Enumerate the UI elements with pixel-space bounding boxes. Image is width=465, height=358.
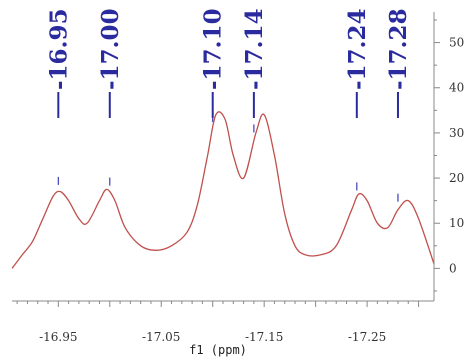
y-axis: 0 10 20 30 40 50: [433, 12, 464, 301]
x-axis-title: f1 (ppm): [189, 343, 247, 357]
peak-labels: -16.95 -17.00 -17.10 -17.14 -17.24 -17.28: [45, 8, 412, 202]
peak-label: -17.14: [241, 8, 268, 90]
y-tick-label: 50: [449, 36, 464, 50]
x-tick-label: -17.15: [245, 330, 283, 344]
y-tick-label: 10: [449, 216, 464, 230]
y-tick-label: 30: [449, 126, 464, 140]
x-tick-label: -17.25: [348, 330, 386, 344]
spectrum-curve: [11, 111, 435, 269]
peak-label: -17.10: [200, 8, 227, 90]
y-tick-label: 0: [449, 261, 457, 275]
x-tick-label: -17.05: [142, 330, 180, 344]
peak-label: -17.24: [344, 8, 371, 90]
peak-label: -17.28: [385, 8, 412, 90]
peak-label: -17.00: [97, 8, 124, 90]
peak-label: -16.95: [45, 8, 72, 90]
y-tick-label: 40: [449, 81, 464, 95]
x-tick-label: -16.95: [39, 330, 77, 344]
y-tick-label: 20: [449, 171, 464, 185]
x-axis: -16.95 -17.05 -17.15 -17.25: [12, 300, 434, 344]
spectrum-line: [11, 111, 435, 269]
